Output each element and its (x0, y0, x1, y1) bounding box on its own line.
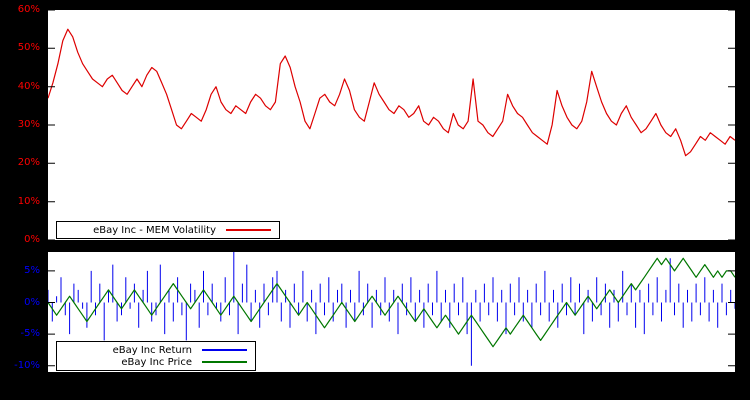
volatility-legend-row: eBay Inc - MEM Volatility (61, 224, 271, 236)
return-price-legend: eBay Inc Return eBay Inc Price (56, 341, 256, 371)
volatility-legend-line-sample (226, 229, 271, 231)
y-tick-label: 10% (17, 195, 40, 207)
price-legend-row: eBay Inc Price (61, 356, 247, 368)
return-legend-line-sample (202, 349, 247, 351)
volatility-legend-label: eBay Inc - MEM Volatility (93, 224, 216, 236)
return-legend-label: eBay Inc Return (112, 344, 192, 356)
return-price-plot-area: eBay Inc Return eBay Inc Price (48, 252, 735, 372)
y-tick-label: 50% (17, 42, 40, 54)
y-tick-label: 30% (17, 119, 40, 130)
y-tick-label: 0% (24, 296, 40, 308)
y-tick-label: 20% (17, 157, 40, 169)
y-tick-label: 60% (17, 4, 40, 15)
return-price-y-axis: 5% 0% -5% -10% (0, 252, 44, 372)
return-legend-row: eBay Inc Return (61, 344, 247, 356)
volatility-series-svg (48, 10, 735, 240)
y-tick-label: 40% (17, 80, 40, 92)
y-tick-label: 0% (24, 234, 40, 245)
y-tick-label: -10% (14, 359, 40, 371)
price-legend-line-sample (202, 361, 247, 363)
volatility-legend: eBay Inc - MEM Volatility (56, 221, 280, 239)
y-tick-label: -5% (20, 328, 40, 340)
return-price-series-svg (48, 252, 735, 367)
volatility-y-axis: 0% 10% 20% 30% 40% 50% 60% (0, 4, 44, 245)
y-tick-label: 5% (24, 264, 40, 276)
price-legend-label: eBay Inc Price (121, 356, 192, 368)
volatility-plot-area: eBay Inc - MEM Volatility (48, 10, 735, 240)
